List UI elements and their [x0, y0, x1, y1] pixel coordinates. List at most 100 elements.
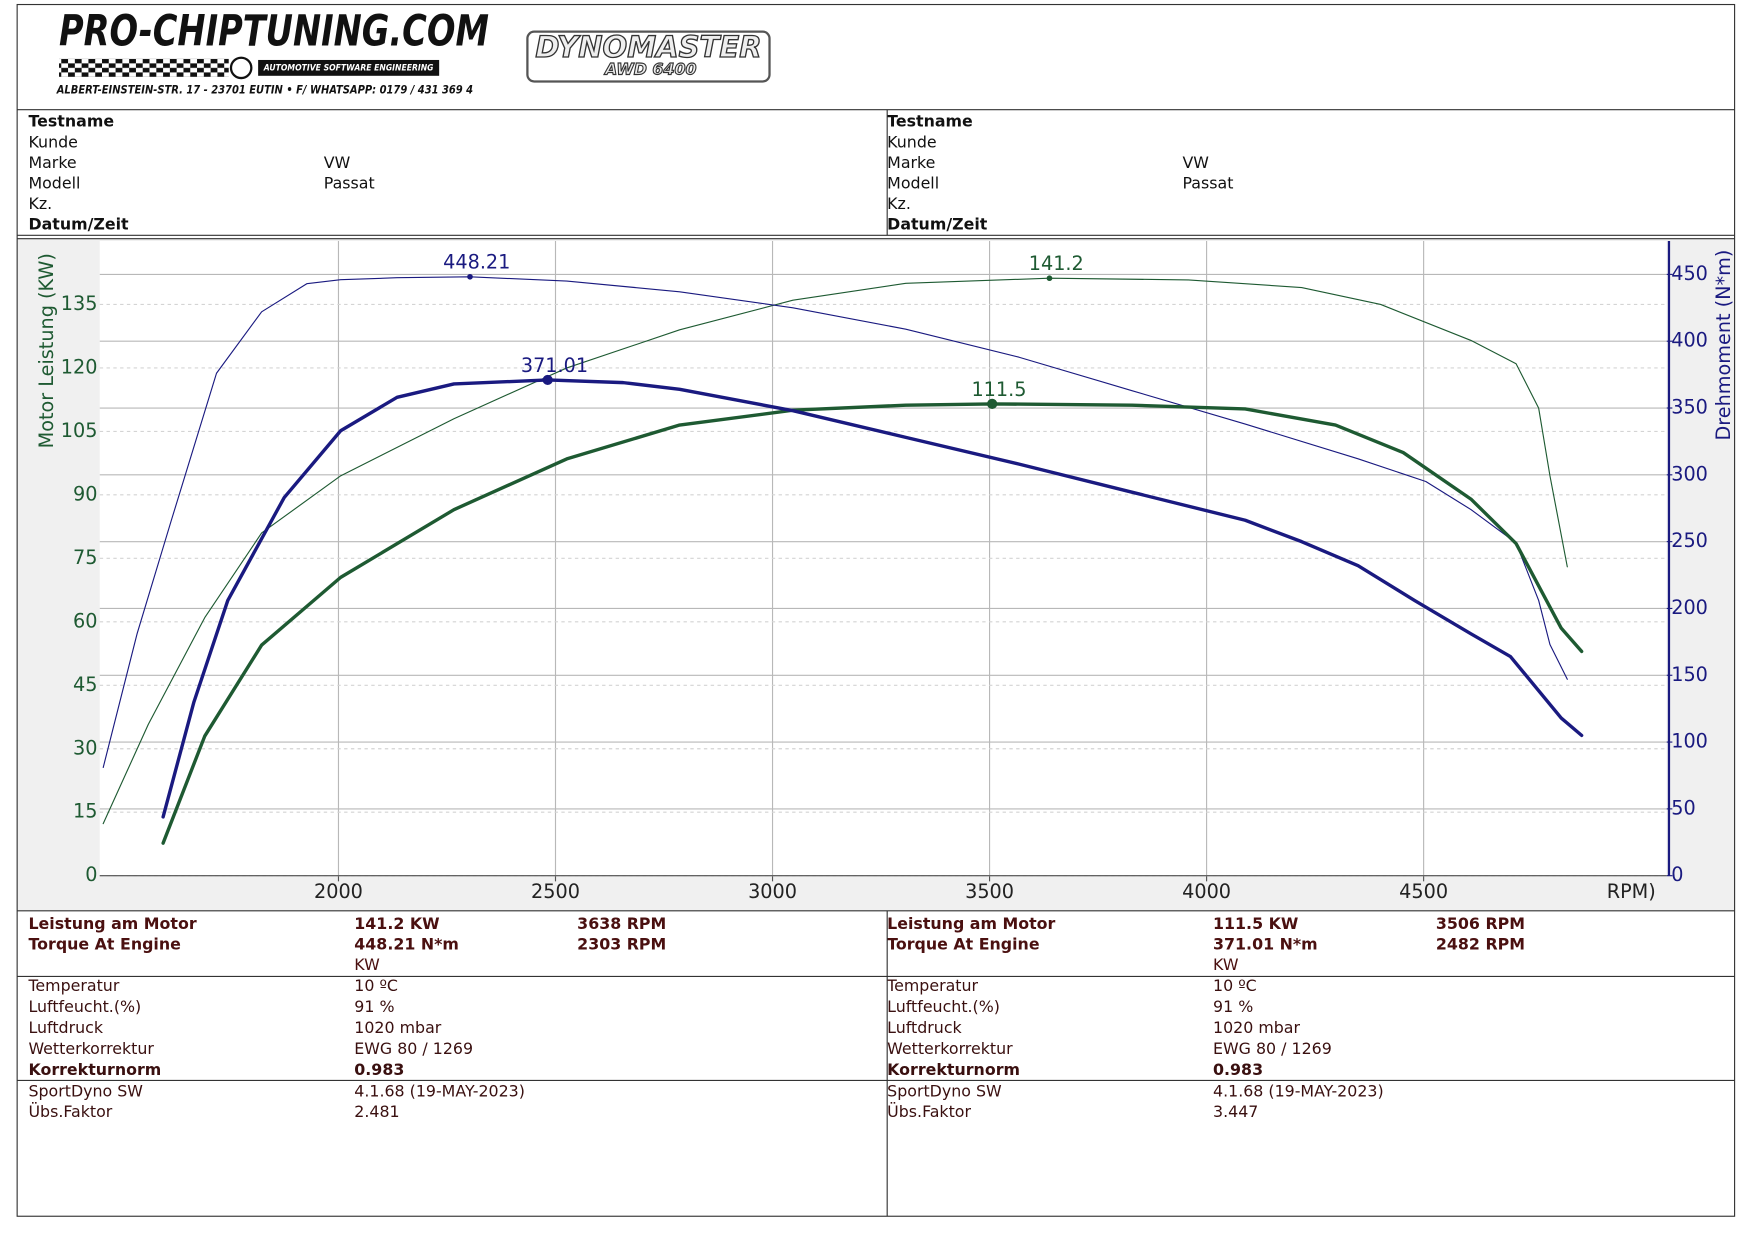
row-label: Übs.Faktor: [28, 1102, 112, 1121]
dyno-badge: [526, 30, 771, 83]
row-label: Übs.Faktor: [887, 1102, 971, 1121]
row-value: VW: [324, 153, 351, 172]
y2-tick-label: 150: [1671, 663, 1708, 686]
logo: PRO-CHIPTUNING.COM: [59, 6, 489, 56]
row-value: 4.1.68 (19-MAY-2023): [354, 1081, 525, 1100]
row-label: Datum/Zeit: [887, 215, 988, 234]
y-tick-label: 135: [61, 292, 98, 315]
row-value: 0.983: [354, 1060, 404, 1079]
row-label: Wetterkorrektur: [28, 1039, 154, 1058]
row-label: Modell: [28, 173, 80, 192]
peak-label: 448.21: [443, 251, 510, 274]
row-label: Luftdruck: [28, 1018, 103, 1037]
x-tick-label: 4500: [1399, 880, 1448, 903]
curve: [102, 276, 1568, 769]
peak-marker: [467, 273, 473, 280]
x-tick-label: 2500: [531, 880, 580, 903]
y-tick-label: 90: [73, 482, 97, 505]
peak-marker: [542, 374, 553, 386]
x-tick-label: 3500: [965, 880, 1014, 903]
x-tick-label: 4000: [1182, 880, 1231, 903]
y-tick-label: 60: [73, 609, 97, 632]
row-label: Marke: [28, 153, 76, 172]
curve: [161, 378, 1584, 819]
peak-marker: [987, 398, 998, 409]
curve: [102, 277, 1568, 825]
row-label: Testname: [887, 112, 973, 131]
row-label: SportDyno SW: [887, 1081, 1002, 1100]
y2-tick-label: 50: [1671, 796, 1695, 819]
y2-tick-label: 350: [1671, 396, 1708, 419]
row-value: 3.447: [1213, 1102, 1258, 1121]
row-label: Kz.: [887, 194, 911, 213]
tagline-box: [258, 59, 440, 76]
y-tick-label: 30: [73, 736, 97, 759]
row-label: Kunde: [28, 132, 77, 151]
x-tick-label: 3000: [748, 880, 797, 903]
row-label: Korrekturnorm: [887, 1060, 1020, 1079]
row-label: Luftfeucht.(%): [887, 997, 1000, 1016]
row-value: 111.5 KW: [1213, 914, 1298, 933]
row-value: Passat: [324, 173, 375, 192]
y-tick-label: 120: [61, 355, 98, 378]
y-tick-label: 45: [73, 673, 97, 696]
row-value: 0.983: [1213, 1060, 1263, 1079]
y2-axis-label: Drehmoment (N*m): [1712, 250, 1735, 441]
row-rpm: 3638 RPM: [577, 914, 666, 933]
y-tick-label: 15: [73, 800, 97, 823]
y2-tick-label: 200: [1671, 596, 1708, 619]
logo-stripe: [59, 58, 229, 77]
address: ALBERT-EINSTEIN-STR. 17 - 23701 EUTIN • …: [56, 84, 473, 97]
row-value: 141.2 KW: [354, 914, 439, 933]
row-value: Passat: [1182, 173, 1233, 192]
row-label: Testname: [28, 112, 114, 131]
row-value: 4.1.68 (19-MAY-2023): [1213, 1081, 1384, 1100]
peak-label: 141.2: [1029, 252, 1084, 275]
row-value: 2.481: [354, 1102, 399, 1121]
row-label: Torque At Engine: [887, 934, 1039, 953]
row-label: Marke: [887, 153, 935, 172]
row-label: Temperatur: [886, 976, 978, 995]
outer-frame: [16, 3, 1736, 1217]
row-rpm: 3506 RPM: [1436, 914, 1525, 933]
y-tick-label: 105: [61, 419, 98, 442]
row-value: VW: [1182, 153, 1209, 172]
row-value: 10 ºC: [354, 976, 398, 995]
row-label: Luftdruck: [887, 1018, 962, 1037]
y2-tick-label: 450: [1671, 262, 1708, 285]
row-value: 1020 mbar: [1213, 1018, 1300, 1037]
row-value: 448.21 N*m: [354, 934, 459, 953]
curve: [161, 402, 1584, 845]
row-label: Temperatur: [27, 976, 119, 995]
row-value: KW: [354, 955, 380, 974]
tagline: AUTOMOTIVE SOFTWARE ENGINEERING: [263, 63, 434, 73]
peak-marker: [1046, 275, 1053, 282]
row-value: KW: [1213, 955, 1239, 974]
row-label: Wetterkorrektur: [887, 1039, 1013, 1058]
row-value: 91 %: [354, 997, 394, 1016]
y2-tick-label: 0: [1671, 863, 1683, 886]
row-label: Korrekturnorm: [28, 1060, 161, 1079]
row-value: 10 ºC: [1213, 976, 1257, 995]
row-label: Kz.: [28, 194, 52, 213]
row-label: Torque At Engine: [28, 934, 180, 953]
y2-tick-label: 250: [1671, 529, 1708, 552]
dyno-model: AWD 6400: [603, 60, 697, 79]
row-rpm: 2303 RPM: [577, 934, 666, 953]
row-label: Kunde: [887, 132, 936, 151]
row-value: EWG 80 / 1269: [354, 1039, 473, 1058]
row-value: 91 %: [1213, 997, 1253, 1016]
y2-tick-label: 400: [1671, 329, 1708, 352]
row-label: Datum/Zeit: [28, 215, 129, 234]
x-axis-label: RPM): [1607, 880, 1656, 903]
row-value: EWG 80 / 1269: [1213, 1039, 1332, 1058]
peak-label: 111.5: [971, 378, 1026, 401]
x-tick-label: 2000: [314, 880, 363, 903]
row-label: Leistung am Motor: [28, 914, 196, 933]
row-label: Modell: [887, 173, 939, 192]
y2-tick-label: 100: [1671, 730, 1708, 753]
row-label: SportDyno SW: [28, 1081, 143, 1100]
y-tick-label: 0: [85, 863, 97, 886]
logo-icon: [229, 56, 253, 80]
row-rpm: 2482 RPM: [1436, 934, 1525, 953]
